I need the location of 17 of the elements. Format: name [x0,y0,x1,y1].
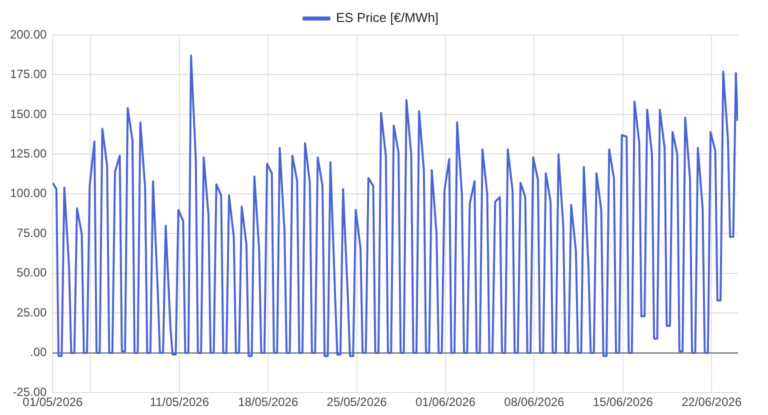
x-tick-label: 11/05/2026 [150,395,210,410]
x-tick-label: 18/05/2026 [238,395,298,410]
legend-label: ES Price [€/MWh] [336,10,439,26]
y-tick-label: 175.00 [10,67,48,82]
x-tick-label: 22/06/2026 [682,395,742,410]
y-tick-label: .00 [30,345,48,360]
x-tick-label: 25/05/2026 [326,395,388,410]
x-tick-label: 15/06/2026 [592,395,654,410]
y-tick-label: 25.00 [16,305,48,320]
x-tick-label: 01/06/2026 [415,395,476,410]
x-tick-label: 08/06/2026 [504,395,565,410]
y-tick-label: 100.00 [10,186,48,200]
y-tick-label: 125.00 [10,146,48,161]
y-tick-label: 200.00 [10,27,48,42]
y-tick-label: 75.00 [16,226,48,240]
y-tick-label: 150.00 [10,106,48,121]
y-tick-label: 50.00 [16,266,48,280]
